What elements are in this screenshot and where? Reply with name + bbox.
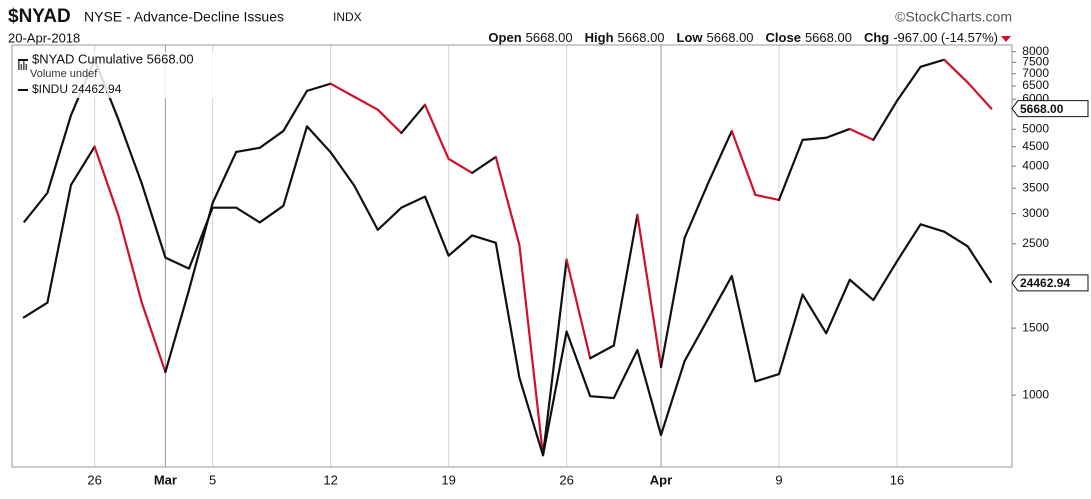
line-segment <box>69 145 96 187</box>
x-tick-label: 9 <box>775 472 782 487</box>
x-tick-label: 12 <box>323 472 337 487</box>
legend: $NYAD Cumulative 5668.00 Volume undef $IND… <box>14 51 276 98</box>
series-line <box>22 58 993 457</box>
quote: Open 5668.00 High 5668.00 Low 5668.00 Close 566… <box>488 30 998 45</box>
quote-value: 5668.00 <box>618 30 665 45</box>
x-tick-label: 5 <box>209 472 216 487</box>
y-tick-label: 6500 <box>1022 78 1049 92</box>
y-tick-label: 1000 <box>1022 387 1049 401</box>
line-segment <box>872 99 899 141</box>
legend-volume-icon <box>25 64 28 70</box>
line-segment <box>423 103 450 160</box>
line-segment <box>801 136 828 141</box>
line-segment <box>282 89 309 133</box>
line-segment <box>164 288 191 374</box>
chart-subtitle: NYSE - Advance-Decline Issues <box>84 9 284 25</box>
y-tick-label: 3000 <box>1022 206 1049 220</box>
quote-label: Low <box>677 30 704 45</box>
quote-value: 5668.00 <box>707 30 754 45</box>
line-segment <box>636 213 663 369</box>
y-tick-label: 1500 <box>1022 320 1049 334</box>
change-arrow <box>1001 36 1011 42</box>
line-segment <box>329 82 356 98</box>
line-segment <box>825 127 851 139</box>
y-tick-label: 2500 <box>1022 236 1049 250</box>
legend-label: Volume undef <box>30 68 98 80</box>
x-tick-label: Mar <box>154 472 177 487</box>
last-value-label: 24462.94 <box>1020 276 1070 290</box>
last-value-box <box>1011 100 1089 118</box>
line-segment <box>376 108 403 135</box>
line-segment <box>211 150 238 205</box>
x-tick-label: 16 <box>890 472 904 487</box>
legend-label: $INDU 24462.94 <box>32 82 122 96</box>
line-segment <box>683 181 710 240</box>
legend-label: $NYAD Cumulative 5668.00 <box>32 51 194 66</box>
line-segment <box>494 155 521 247</box>
y-tick-label: 3500 <box>1022 180 1049 194</box>
date: 20-Apr-2018 <box>8 30 80 45</box>
line-segment <box>305 82 332 92</box>
plot-area <box>22 45 993 467</box>
line-segment <box>447 157 474 174</box>
x-tick-label: 26 <box>87 472 101 487</box>
line-segment <box>22 301 49 319</box>
y-tick-label: 7500 <box>1022 55 1049 69</box>
quote-label: Close <box>766 30 801 45</box>
source: ©StockCharts.com <box>895 9 1012 25</box>
last-value-label: 5668.00 <box>1020 102 1064 116</box>
line-segment <box>589 344 615 360</box>
line-segment <box>93 145 120 216</box>
y-tick-label: 7000 <box>1022 66 1049 80</box>
plot-frame <box>11 44 1013 468</box>
line-segment <box>754 193 781 202</box>
line-segment <box>943 58 969 84</box>
legend-volume-icon <box>18 61 20 70</box>
x-tick-label: 26 <box>559 472 573 487</box>
line-segment <box>235 146 261 154</box>
line-segment <box>140 301 167 374</box>
y-tick-label: 5000 <box>1022 121 1049 135</box>
line-segment <box>919 58 946 68</box>
last-value-box <box>1011 274 1089 292</box>
quote-value: 5668.00 <box>805 30 852 45</box>
quote-value: 5668.00 <box>526 30 573 45</box>
x-tick-label: 19 <box>441 472 455 487</box>
legend-background <box>14 52 276 98</box>
line-segment <box>612 213 639 347</box>
line-segment <box>46 183 73 304</box>
legend-volume-icon <box>20 64 23 70</box>
line-segment <box>777 138 804 202</box>
line-segment <box>730 129 757 197</box>
quote-value: -967.00 (-14.57%) <box>893 30 998 45</box>
quote-label: Chg <box>864 30 889 45</box>
line-segment <box>565 258 592 360</box>
quote-label: High <box>585 30 614 45</box>
chart-title: $NYAD <box>8 6 71 27</box>
y-tick-label: 4500 <box>1022 139 1049 153</box>
line-segment <box>895 65 922 102</box>
line-segment <box>541 258 568 457</box>
line-segment <box>258 129 285 149</box>
line-segment <box>707 129 733 185</box>
line-segment <box>400 103 427 135</box>
line-segment <box>659 236 686 369</box>
y-tick-label: 8000 <box>1022 44 1049 58</box>
legend-volume-icon <box>23 61 25 70</box>
exchange: INDX <box>333 10 362 24</box>
line-segment <box>471 155 497 174</box>
line-segment <box>117 213 143 304</box>
y-tick-label: 4000 <box>1022 158 1049 172</box>
line-segment <box>848 127 875 141</box>
x-tick-label: Apr <box>650 472 672 487</box>
line-segment <box>353 95 379 111</box>
quote-label: Open <box>488 30 521 45</box>
line-segment <box>966 81 993 110</box>
line-segment <box>518 243 545 457</box>
